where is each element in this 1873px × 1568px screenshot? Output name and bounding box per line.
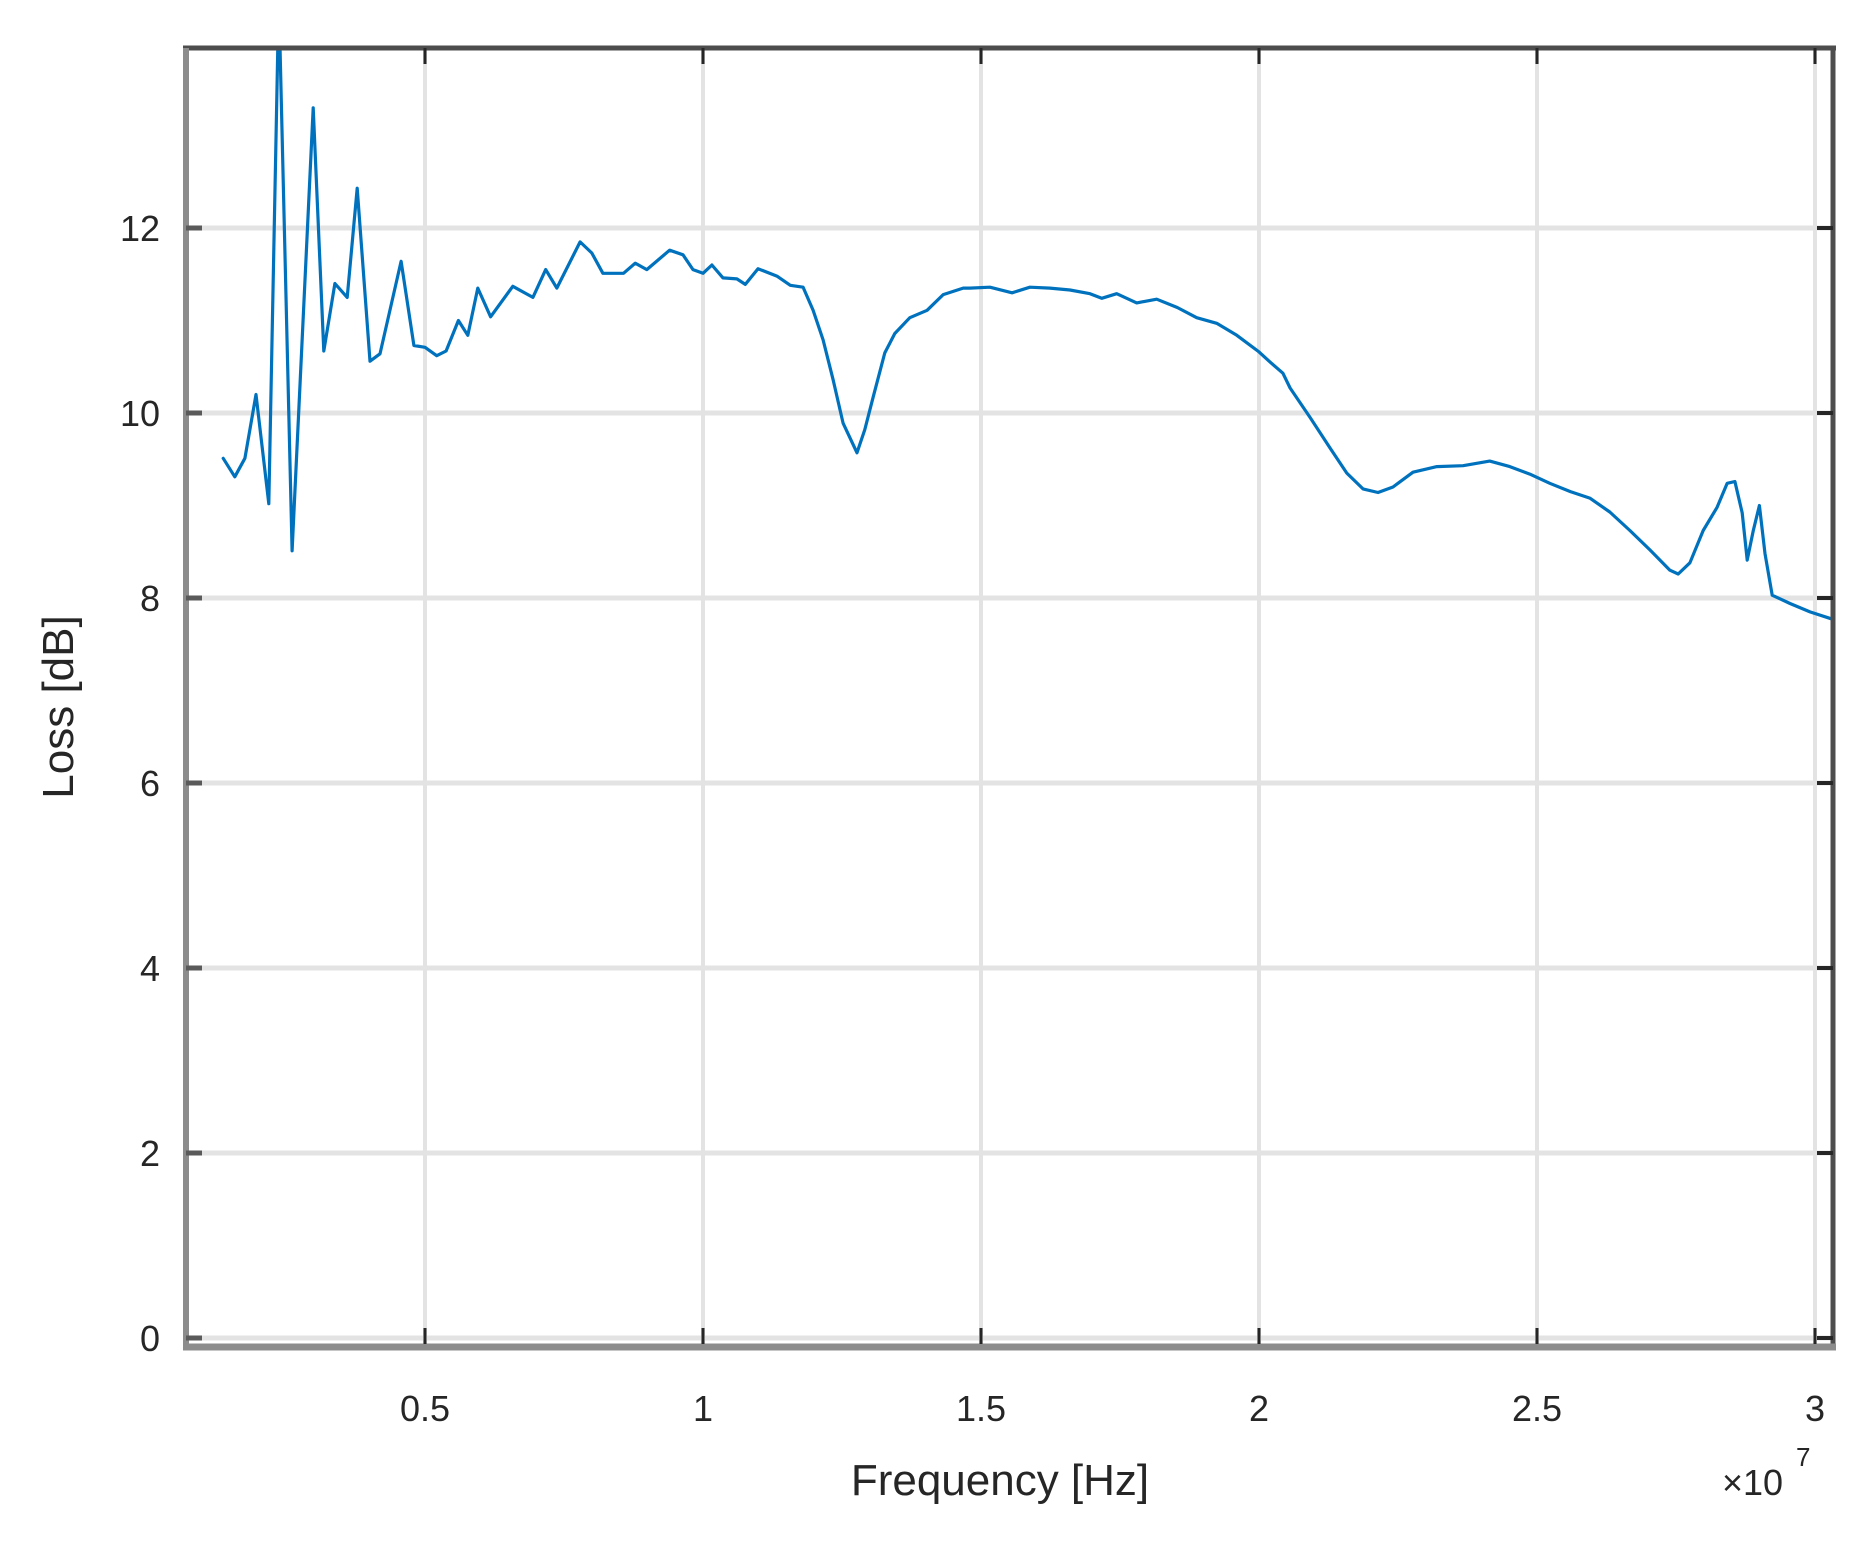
y-tick-label: 0 <box>140 1318 160 1359</box>
x-multiplier-exponent: 7 <box>1796 1442 1810 1472</box>
x-axis-ticks: 0.5 1 1.5 2 2.5 3 <box>400 48 1825 1429</box>
plot-area <box>221 48 1833 621</box>
x-multiplier-base: ×10 <box>1722 1462 1783 1503</box>
x-tick-label: 1 <box>693 1388 713 1429</box>
x-tick-label: 1.5 <box>956 1388 1006 1429</box>
x-axis-label: Frequency [Hz] <box>851 1456 1149 1505</box>
y-tick-label: 4 <box>140 948 160 989</box>
plot-background <box>186 48 1833 1344</box>
y-tick-label: 6 <box>140 763 160 804</box>
y-axis-label: Loss [dB] <box>34 615 83 798</box>
x-tick-label: 2 <box>1249 1388 1269 1429</box>
grid-lines <box>186 48 1833 1344</box>
loss-series-line <box>221 48 1833 621</box>
y-tick-label: 12 <box>120 208 160 249</box>
y-tick-label: 8 <box>140 578 160 619</box>
x-tick-label: 2.5 <box>1512 1388 1562 1429</box>
y-tick-label: 2 <box>140 1133 160 1174</box>
x-tick-label: 0.5 <box>400 1388 450 1429</box>
x-tick-label: 3 <box>1805 1388 1825 1429</box>
y-tick-label: 10 <box>120 393 160 434</box>
axes-box <box>183 45 1836 1351</box>
y-axis-ticks: 0 2 4 6 8 10 12 <box>120 208 1833 1359</box>
x-axis-multiplier: ×10 7 <box>1722 1442 1810 1503</box>
